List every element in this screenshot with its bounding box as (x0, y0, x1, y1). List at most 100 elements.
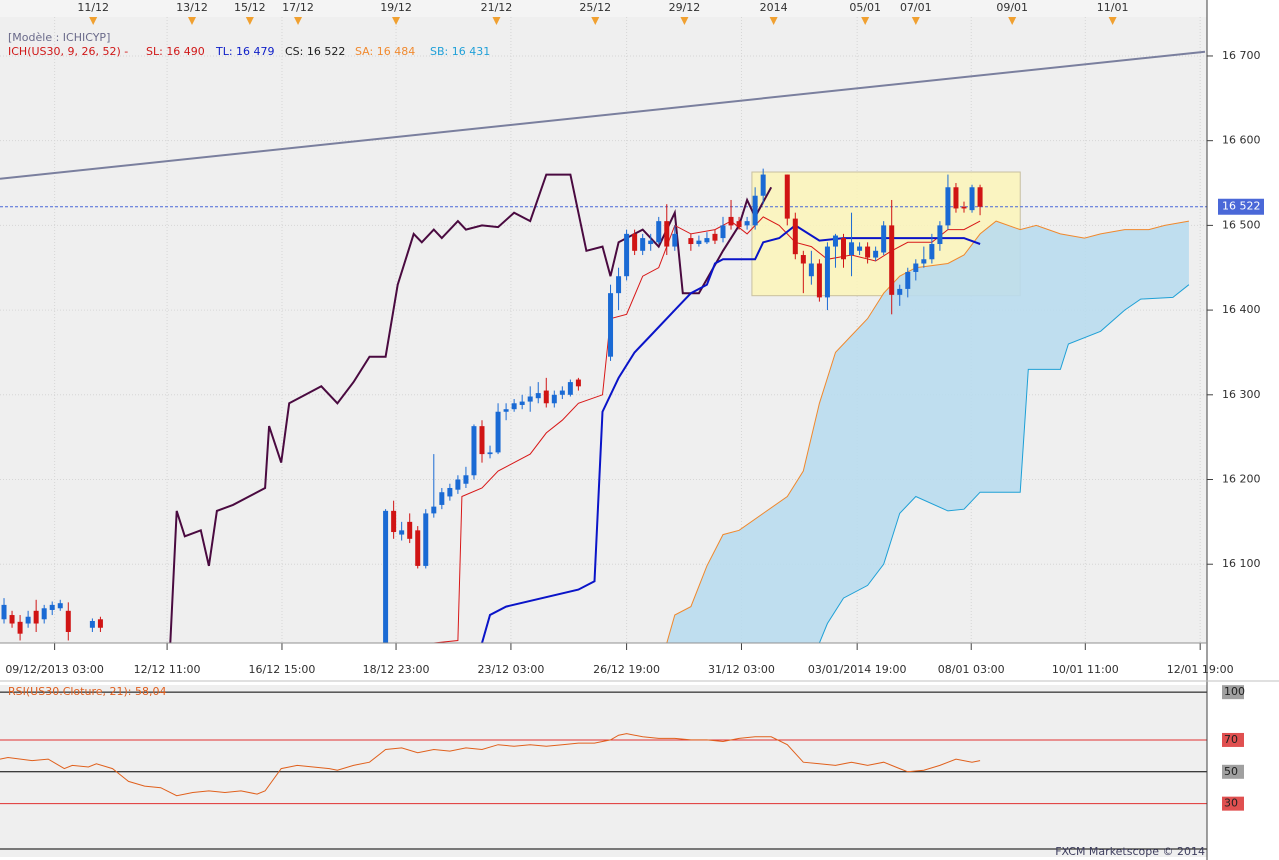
indicator-line (0, 50, 1206, 180)
top-date-label: 21/12 (481, 1, 513, 14)
date-marker (769, 17, 778, 25)
rsi-title: RSI(US30.Cloture, 21): 58,04 (8, 685, 166, 698)
x-tick-label: 18/12 23:00 (363, 663, 430, 676)
x-tick-label: 10/01 11:00 (1052, 663, 1119, 676)
candle-body (447, 487, 453, 497)
candle-body (712, 233, 718, 241)
rsi-line (0, 733, 981, 797)
cs-label: CS: 16 522 (285, 45, 345, 58)
candle-body (672, 233, 678, 247)
top-date-label: 13/12 (176, 1, 208, 14)
candle-body (495, 411, 501, 453)
model-label: [Modèle : ICHICYP] (8, 31, 110, 44)
candle-body (656, 221, 662, 243)
candle-body (463, 475, 469, 484)
candle-body (567, 382, 573, 395)
candle-body (559, 390, 565, 395)
candle-body (832, 235, 838, 247)
candle-body (41, 608, 47, 620)
candle-body (391, 510, 397, 533)
indicator-line (433, 216, 981, 643)
y-tick-label: 70 (1224, 733, 1238, 746)
candle-body (897, 288, 903, 295)
top-date-label: 11/12 (77, 1, 109, 14)
candle-body (816, 263, 822, 298)
candle-body (423, 513, 429, 566)
x-tick-label: 12/01 19:00 (1167, 663, 1234, 676)
candle-body (744, 221, 750, 226)
candle-body (760, 174, 766, 196)
y-tick-label: 16 700 (1222, 49, 1261, 62)
indicator-line (169, 173, 773, 643)
candle-body (704, 238, 710, 243)
candle-body (431, 506, 437, 514)
candle-body (648, 240, 654, 245)
date-marker (187, 17, 196, 25)
candle-body (696, 240, 702, 245)
candle-body (688, 238, 694, 245)
sb-label: SB: 16 431 (430, 45, 490, 58)
candle-body (575, 379, 581, 387)
candle-body (752, 195, 758, 226)
top-date-label: 29/12 (669, 1, 701, 14)
candle-body (89, 620, 95, 628)
top-date-label: 05/01 (849, 1, 881, 14)
candle-body (953, 187, 959, 209)
candle-body (503, 409, 509, 412)
candle-body (905, 271, 911, 289)
cloud-fill (666, 221, 1189, 643)
top-date-label: 2014 (760, 1, 788, 14)
y-tick-label: 16 500 (1222, 218, 1261, 231)
candle-body (25, 616, 31, 624)
x-tick-label: 16/12 15:00 (249, 663, 316, 676)
candle-body (937, 225, 943, 245)
x-tick-label: 12/12 11:00 (134, 663, 201, 676)
y-tick-label: 16 100 (1222, 557, 1261, 570)
candle-body (640, 238, 646, 251)
candle-body (784, 174, 790, 219)
y-tick-box (1222, 796, 1244, 811)
candle-body (881, 225, 887, 253)
y-tick-label: 16 300 (1222, 388, 1261, 401)
top-date-label: 07/01 (900, 1, 932, 14)
date-marker (911, 17, 920, 25)
candle-body (616, 276, 622, 294)
candle-body (415, 530, 421, 566)
indicator-label: ICH(US30, 9, 26, 52) - (8, 45, 128, 58)
candle-body (97, 619, 103, 628)
x-tick-label: 26/12 19:00 (593, 663, 660, 676)
x-tick-label: 23/12 03:00 (477, 663, 544, 676)
candle-body (455, 479, 461, 490)
sa-label: SA: 16 484 (355, 45, 415, 58)
top-date-label: 15/12 (234, 1, 266, 14)
rsi-plot-area (0, 685, 1207, 857)
y-tick-label: 50 (1224, 765, 1238, 778)
candle-body (471, 426, 477, 476)
candle-body (720, 225, 726, 239)
candle-body (535, 393, 541, 399)
y-tick-label: 16 600 (1222, 134, 1261, 147)
candle-body (487, 452, 493, 455)
candle-body (961, 206, 967, 209)
footer: FXCM Marketscope © 2014 (1055, 845, 1205, 858)
candle-body (551, 394, 557, 404)
rsi-marks (0, 691, 1207, 850)
sl-label: SL: 16 490 (146, 45, 205, 58)
date-marker (89, 17, 98, 25)
candle-body (65, 610, 71, 632)
date-marker (1108, 17, 1117, 25)
date-marker (591, 17, 600, 25)
candle-body (873, 250, 879, 258)
top-date-label: 11/01 (1097, 1, 1129, 14)
candle-body (824, 246, 830, 298)
candle-body (399, 530, 405, 535)
candle-body (527, 396, 533, 402)
date-marker (294, 17, 303, 25)
top-date-label: 09/01 (996, 1, 1028, 14)
candle-body (728, 216, 734, 226)
top-date-label: 19/12 (380, 1, 412, 14)
candle-body (57, 603, 63, 609)
last-price-box (1218, 198, 1264, 215)
candle-body (543, 390, 549, 404)
